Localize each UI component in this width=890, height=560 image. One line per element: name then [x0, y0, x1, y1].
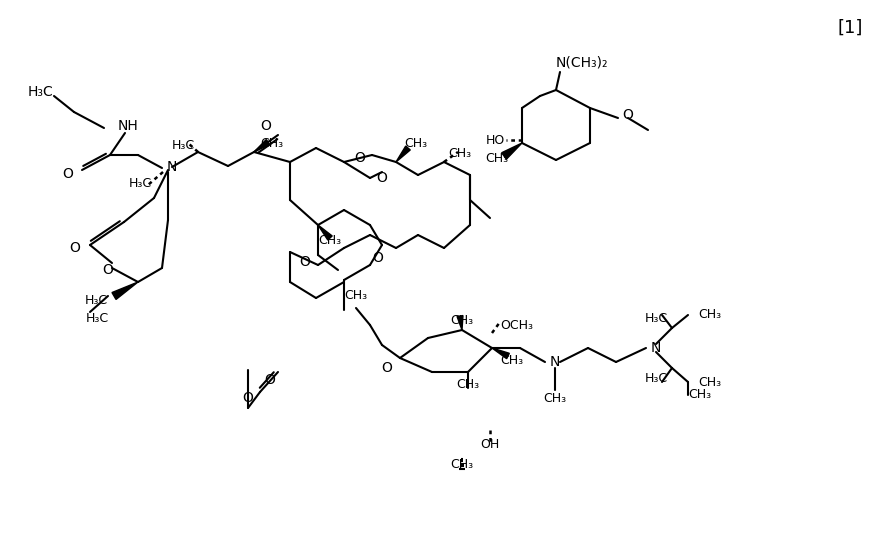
Text: CH₃: CH₃ [485, 152, 508, 165]
Text: CH₃: CH₃ [698, 376, 721, 389]
Text: O: O [373, 251, 384, 265]
Text: CH₃: CH₃ [318, 234, 341, 246]
Text: N(CH₃)₂: N(CH₃)₂ [556, 55, 609, 69]
Polygon shape [112, 282, 138, 300]
Text: CH₃: CH₃ [698, 307, 721, 320]
Text: N: N [651, 341, 661, 355]
Text: O: O [69, 241, 80, 255]
Text: O: O [264, 373, 275, 387]
Text: CH₃: CH₃ [344, 288, 368, 301]
Text: N: N [167, 160, 177, 174]
Text: H₃C: H₃C [645, 311, 668, 324]
Text: O: O [376, 171, 387, 185]
Text: H₃C: H₃C [172, 138, 195, 152]
Text: CH₃: CH₃ [544, 391, 567, 404]
Polygon shape [396, 146, 410, 162]
Text: O: O [243, 391, 254, 405]
Text: CH₃: CH₃ [457, 379, 480, 391]
Text: OH: OH [481, 438, 499, 451]
Text: O: O [62, 167, 74, 181]
Text: O: O [102, 263, 113, 277]
Text: CH₃: CH₃ [688, 389, 711, 402]
Text: O: O [623, 108, 634, 122]
Text: CH₃: CH₃ [448, 147, 471, 160]
Text: CH₃: CH₃ [404, 137, 427, 150]
Text: [1]: [1] [837, 19, 862, 37]
Text: O: O [354, 151, 366, 165]
Text: CH₃: CH₃ [500, 353, 523, 366]
Text: OCH₃: OCH₃ [500, 319, 533, 332]
Text: H₃C: H₃C [86, 311, 109, 324]
Text: NH: NH [118, 119, 139, 133]
Text: O: O [381, 361, 392, 375]
Text: O: O [299, 255, 310, 269]
Text: CH₃: CH₃ [450, 459, 473, 472]
Polygon shape [502, 143, 522, 159]
Text: HO: HO [486, 133, 505, 147]
Polygon shape [254, 139, 270, 152]
Text: CH₃: CH₃ [260, 137, 283, 150]
Text: CH₃: CH₃ [450, 314, 473, 326]
Polygon shape [318, 225, 332, 240]
Text: H₃C: H₃C [28, 85, 53, 99]
Polygon shape [492, 348, 509, 359]
Text: N: N [550, 355, 560, 369]
Polygon shape [457, 316, 463, 330]
Text: O: O [261, 119, 271, 133]
Text: H₃C: H₃C [129, 176, 152, 189]
Text: H₃C: H₃C [645, 371, 668, 385]
Text: H₃C: H₃C [85, 293, 108, 306]
